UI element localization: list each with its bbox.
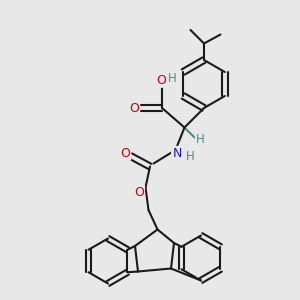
Text: O: O	[120, 146, 130, 160]
Text: H: H	[196, 133, 205, 146]
Text: N: N	[172, 147, 182, 160]
Text: H: H	[186, 150, 195, 163]
Text: H: H	[168, 72, 177, 85]
Text: O: O	[129, 101, 139, 115]
Text: O: O	[156, 74, 166, 87]
Text: O: O	[134, 185, 144, 199]
